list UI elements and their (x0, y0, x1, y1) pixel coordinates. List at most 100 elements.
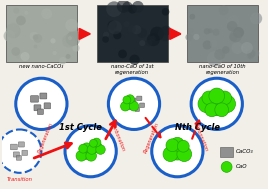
Circle shape (65, 125, 116, 177)
Circle shape (146, 40, 152, 46)
Circle shape (53, 51, 57, 55)
Circle shape (107, 21, 117, 30)
Circle shape (72, 44, 80, 52)
Circle shape (198, 95, 216, 113)
FancyBboxPatch shape (140, 103, 144, 108)
Circle shape (170, 137, 184, 151)
Circle shape (139, 40, 145, 46)
FancyBboxPatch shape (16, 156, 21, 160)
Circle shape (132, 1, 144, 13)
Circle shape (161, 26, 171, 36)
Circle shape (219, 5, 229, 15)
Circle shape (218, 95, 236, 113)
Circle shape (204, 28, 210, 35)
Circle shape (121, 101, 130, 111)
FancyBboxPatch shape (96, 5, 168, 63)
Circle shape (92, 138, 101, 147)
Circle shape (166, 139, 179, 152)
Text: Carbonation: Carbonation (110, 122, 126, 152)
Circle shape (233, 27, 244, 38)
Circle shape (29, 32, 39, 41)
FancyBboxPatch shape (31, 96, 38, 102)
Circle shape (128, 5, 137, 14)
Circle shape (12, 47, 20, 56)
Circle shape (113, 31, 121, 39)
Circle shape (68, 36, 72, 40)
Circle shape (210, 40, 218, 47)
FancyBboxPatch shape (40, 93, 47, 99)
Circle shape (147, 33, 160, 46)
Circle shape (189, 14, 195, 20)
Text: new nano-CaCO₃: new nano-CaCO₃ (19, 64, 64, 69)
FancyBboxPatch shape (187, 5, 258, 63)
FancyBboxPatch shape (22, 150, 28, 155)
FancyBboxPatch shape (6, 5, 77, 63)
FancyBboxPatch shape (130, 98, 136, 103)
Circle shape (231, 42, 243, 54)
Text: Regeneration: Regeneration (37, 121, 54, 154)
Text: Carbonation: Carbonation (193, 122, 209, 152)
FancyBboxPatch shape (133, 104, 138, 109)
FancyBboxPatch shape (10, 144, 17, 150)
Text: CaO: CaO (236, 164, 247, 169)
FancyBboxPatch shape (220, 147, 233, 156)
Circle shape (16, 16, 26, 25)
Circle shape (208, 28, 213, 33)
Circle shape (96, 145, 105, 154)
Circle shape (125, 98, 136, 109)
Circle shape (18, 53, 23, 58)
Circle shape (129, 55, 140, 65)
Circle shape (33, 34, 38, 40)
Circle shape (123, 21, 129, 27)
Circle shape (91, 142, 102, 153)
Circle shape (0, 129, 41, 173)
Circle shape (7, 23, 19, 35)
Circle shape (66, 54, 70, 59)
Circle shape (128, 25, 136, 33)
Circle shape (13, 8, 19, 14)
Circle shape (247, 50, 255, 58)
Circle shape (229, 33, 238, 41)
Circle shape (112, 15, 124, 26)
Circle shape (209, 88, 225, 104)
Circle shape (214, 49, 225, 60)
Text: CaCO₃: CaCO₃ (236, 149, 253, 154)
Circle shape (150, 36, 156, 41)
Text: nano-CaO of 10th
regeneration: nano-CaO of 10th regeneration (199, 64, 246, 75)
Circle shape (6, 24, 21, 38)
Text: Transition: Transition (7, 177, 33, 182)
Circle shape (158, 27, 172, 41)
FancyBboxPatch shape (44, 103, 50, 109)
Circle shape (137, 28, 147, 38)
FancyBboxPatch shape (38, 109, 43, 115)
Circle shape (218, 91, 232, 105)
Circle shape (150, 27, 164, 41)
Circle shape (108, 21, 122, 34)
Circle shape (223, 42, 230, 50)
Circle shape (132, 25, 141, 34)
FancyBboxPatch shape (34, 105, 41, 111)
Circle shape (34, 34, 42, 43)
Circle shape (191, 78, 242, 129)
Circle shape (118, 50, 127, 58)
Circle shape (241, 42, 253, 54)
Circle shape (79, 144, 88, 153)
Circle shape (103, 32, 109, 38)
Circle shape (250, 12, 262, 25)
Circle shape (229, 30, 242, 42)
Circle shape (247, 47, 259, 60)
Circle shape (203, 40, 212, 50)
Circle shape (41, 8, 52, 19)
Circle shape (222, 46, 230, 54)
Circle shape (227, 15, 239, 27)
Circle shape (207, 51, 222, 67)
Circle shape (185, 34, 192, 41)
Circle shape (80, 147, 93, 159)
Circle shape (16, 78, 67, 129)
Circle shape (163, 147, 178, 162)
Circle shape (215, 103, 229, 117)
Circle shape (193, 34, 199, 40)
Circle shape (34, 45, 38, 48)
Circle shape (24, 11, 28, 15)
FancyBboxPatch shape (137, 96, 142, 101)
